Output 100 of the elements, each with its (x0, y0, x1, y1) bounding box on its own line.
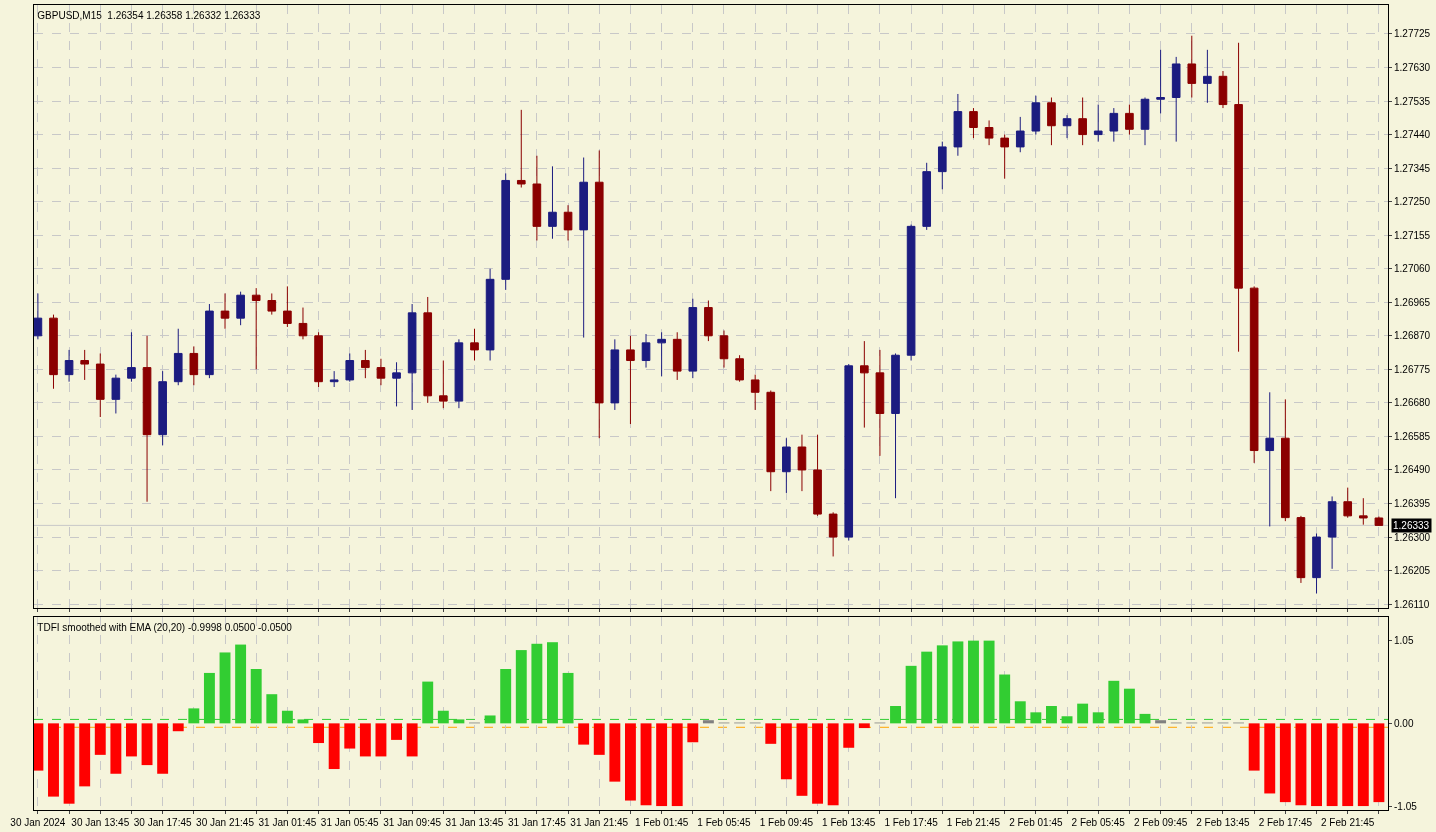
bar (1155, 720, 1167, 724)
x-tick-label: 31 Jan 09:45 (383, 817, 442, 828)
candlestick (813, 434, 822, 517)
candlestick (891, 352, 900, 499)
bar (48, 723, 59, 797)
bar (858, 723, 870, 729)
bar (1264, 723, 1276, 794)
candlestick (641, 333, 651, 369)
candlestick (766, 390, 776, 492)
bar (687, 723, 699, 743)
candlestick (516, 109, 526, 189)
y-tick-label: 1.26965 (1394, 296, 1431, 308)
candlestick (111, 374, 121, 414)
candlestick (95, 352, 105, 418)
candlestick (80, 349, 89, 381)
y-tick-label: 1.27060 (1394, 263, 1431, 275)
candlestick (719, 330, 729, 369)
candlestick (392, 361, 401, 407)
candlestick (672, 331, 682, 381)
x-tick-label: 31 Jan 13:45 (445, 817, 504, 828)
candlestick (937, 141, 947, 190)
y-tick-label: 1.27345 (1394, 162, 1431, 174)
bar (391, 723, 402, 740)
bar (702, 720, 714, 724)
bar (578, 723, 590, 745)
candlestick (704, 300, 713, 342)
y-tick-label: 1.27725 (1394, 28, 1431, 40)
candlestick (49, 314, 58, 390)
candlestick (922, 162, 932, 231)
candlestick (501, 172, 511, 291)
y-tick-label: 1.26870 (1394, 330, 1431, 342)
candlestick (1015, 116, 1025, 153)
bar (952, 641, 964, 724)
candlestick (1249, 285, 1259, 464)
x-tick-label: 1 Feb 21:45 (946, 817, 1001, 828)
bar (266, 694, 278, 724)
candlestick (1000, 134, 1009, 180)
candlestick (688, 298, 698, 379)
candlestick (984, 119, 994, 146)
candlestick (610, 338, 620, 411)
bar (313, 723, 325, 744)
text: GBPUSD,M15 1.26354 1.26358 1.26332 1.26333 (37, 10, 261, 21)
x-tick-label: 30 Jan 17:45 (133, 817, 192, 828)
candlestick (532, 155, 542, 241)
candlestick (314, 331, 323, 388)
candlestick (1187, 35, 1197, 98)
bar (328, 723, 340, 770)
candlestick (906, 224, 916, 362)
bar (765, 723, 777, 744)
candlestick (34, 292, 43, 340)
bar (34, 723, 44, 771)
candlestick (376, 358, 386, 386)
candlestick (158, 370, 167, 446)
candlestick (1125, 104, 1134, 136)
y-tick-label: 1.26775 (1394, 363, 1431, 375)
candlestick (563, 204, 573, 241)
candlestick (828, 511, 838, 557)
candlestick (454, 338, 464, 409)
candlestick (361, 349, 370, 379)
candlestick (470, 328, 479, 362)
bar (796, 723, 808, 796)
candlestick (875, 349, 885, 457)
bar (1248, 723, 1260, 771)
candlestick (657, 331, 666, 377)
bar (1342, 723, 1354, 807)
candlestick (969, 107, 978, 139)
bar (968, 640, 979, 724)
x-tick-label: 31 Jan 01:45 (258, 817, 317, 828)
bar (344, 723, 356, 749)
y-tick-label: -1.05 (1394, 800, 1418, 812)
x-tick-label: 1 Feb 05:45 (697, 817, 752, 828)
bar (500, 668, 512, 724)
y-tick-label: 1.27440 (1394, 129, 1431, 141)
candlestick (626, 335, 635, 425)
candlestick (439, 360, 448, 409)
candlestick (1047, 97, 1056, 146)
candlestick (329, 370, 339, 388)
bar (359, 723, 371, 757)
candlestick (1203, 49, 1212, 104)
candlestick (189, 345, 199, 386)
x-tick-label: 30 Jan 21:45 (196, 817, 255, 828)
bar (110, 723, 122, 774)
candlestick (127, 331, 136, 383)
candlestick (750, 374, 760, 411)
bar (1357, 723, 1369, 807)
candlestick (1312, 533, 1321, 595)
y-tick-label: 1.05 (1394, 635, 1414, 647)
x-tick-label: 31 Jan 05:45 (320, 817, 380, 828)
bar (624, 723, 636, 801)
x-tick-label: 2 Feb 05:45 (1071, 817, 1126, 828)
candlestick (267, 292, 277, 316)
candlestick (1093, 104, 1103, 143)
bar (843, 723, 855, 748)
y-tick-label: 1.27630 (1394, 61, 1431, 73)
x-tick-label: 1 Feb 01:45 (634, 817, 689, 828)
bar (126, 723, 137, 757)
y-tick-label: 1.26300 (1394, 531, 1431, 543)
x-tick-label: 30 Jan 13:45 (71, 817, 130, 828)
y-tick-label: 1.26585 (1394, 430, 1431, 442)
candlestick (844, 363, 854, 542)
